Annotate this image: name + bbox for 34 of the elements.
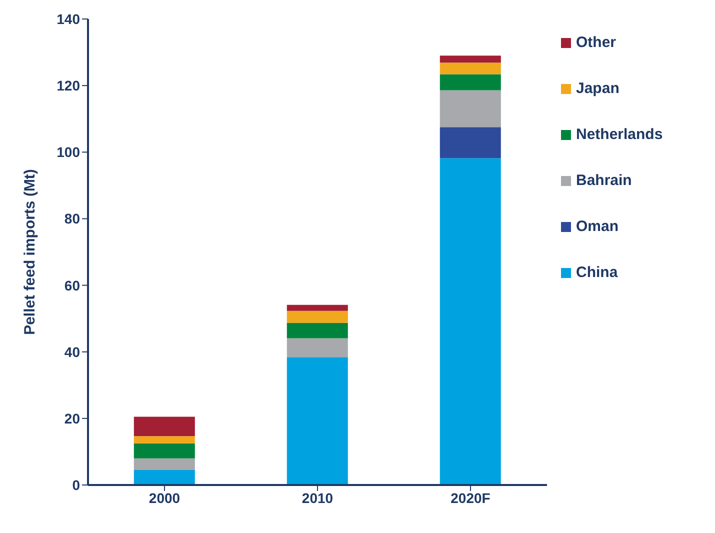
y-tick-label: 80 [64,210,80,227]
bar [286,304,348,311]
legend-label: Bahrain [575,172,633,189]
x-tick-label: 2010 [302,490,334,506]
bar [286,357,348,485]
x-tick-label: 2000 [148,490,180,506]
bar [286,338,348,358]
y-tick-label: 60 [64,277,80,294]
bar [286,322,348,338]
legend-label: Netherlands [575,126,664,143]
y-tick-label: 120 [56,78,80,94]
bar [134,470,195,485]
legend-label: Japan [575,80,620,97]
y-tick-label: 100 [56,144,80,160]
bar [286,310,348,323]
bar [440,127,501,158]
y-axis-title: Pellet feed imports (Mt) [21,169,38,335]
legend-label: Other [575,34,618,51]
y-tick-label: 40 [64,344,80,360]
bar [440,74,501,90]
bar [440,56,501,63]
bar [440,90,501,128]
legend-label: China [575,264,619,281]
y-tick-label: 0 [72,476,80,493]
bar [440,158,501,485]
bar [134,443,195,458]
legend-label: Oman [575,218,620,235]
y-tick-label: 20 [64,410,80,426]
x-tick-label: 2020F [450,490,491,506]
y-tick-label: 140 [56,10,80,27]
bar [134,458,195,470]
bar [440,62,501,74]
bar [134,416,195,436]
bar [134,436,195,444]
